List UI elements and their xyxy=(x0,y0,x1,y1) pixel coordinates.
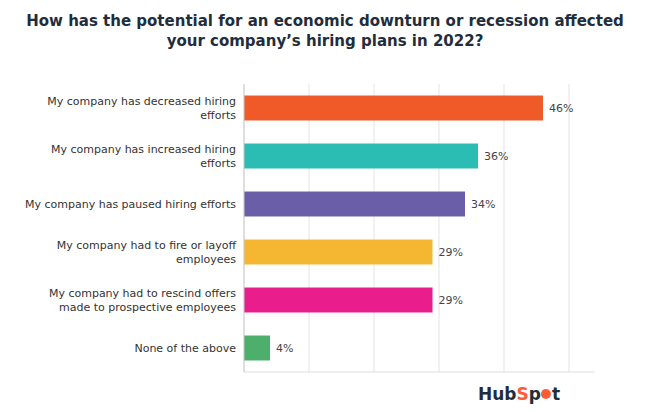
value-label: 36% xyxy=(484,150,508,163)
background xyxy=(0,0,650,412)
category-label: My company had to rescind offersmade to … xyxy=(49,287,236,314)
category-label-line: efforts xyxy=(200,108,236,121)
x-axis-line xyxy=(244,372,595,373)
logo-dot xyxy=(541,389,551,399)
bars xyxy=(244,96,543,361)
title: How has the potential for an economic do… xyxy=(26,12,624,50)
logo-text: Hub xyxy=(478,384,517,404)
bar xyxy=(244,288,433,313)
bar xyxy=(244,96,543,121)
grid-line xyxy=(569,84,570,372)
category-label-line: None of the above xyxy=(134,342,236,355)
value-label: 46% xyxy=(549,102,573,115)
category-label-line: My company has increased hiring xyxy=(51,143,236,156)
grid-line xyxy=(309,84,310,372)
category-label-line: My company has paused hiring efforts xyxy=(25,198,236,211)
value-label: 29% xyxy=(439,246,463,259)
category-label-line: employees xyxy=(176,252,236,265)
logo-text: p xyxy=(529,384,541,404)
bar xyxy=(244,240,433,265)
category-label: My company has paused hiring efforts xyxy=(25,198,236,211)
category-label-line: made to prospective employees xyxy=(59,300,236,313)
value-label: 4% xyxy=(276,342,293,355)
bar xyxy=(244,192,465,217)
bar xyxy=(244,336,270,361)
category-label-line: My company had to fire or layoff xyxy=(57,239,237,252)
grid-line xyxy=(439,84,440,372)
category-label: My company has decreased hiringefforts xyxy=(47,95,236,122)
logo-text: t xyxy=(552,384,560,404)
value-label: 34% xyxy=(471,198,495,211)
category-label: None of the above xyxy=(134,342,236,355)
category-label: My company has increased hiringefforts xyxy=(51,143,236,170)
title-line: your company’s hiring plans in 2022? xyxy=(167,32,484,50)
category-label: My company had to fire or layoffemployee… xyxy=(57,239,237,266)
grid-line xyxy=(244,84,245,372)
grid-line xyxy=(374,84,375,372)
category-label-line: efforts xyxy=(200,156,236,169)
category-label-line: My company had to rescind offers xyxy=(49,287,236,300)
value-label: 29% xyxy=(439,294,463,307)
grid-line xyxy=(504,84,505,372)
category-label-line: My company has decreased hiring xyxy=(47,95,236,108)
title-line: How has the potential for an economic do… xyxy=(26,12,624,30)
y-axis-line xyxy=(244,84,245,372)
chart: How has the potential for an economic do… xyxy=(0,0,650,412)
logo-text: S xyxy=(517,384,529,404)
bar xyxy=(244,144,478,169)
